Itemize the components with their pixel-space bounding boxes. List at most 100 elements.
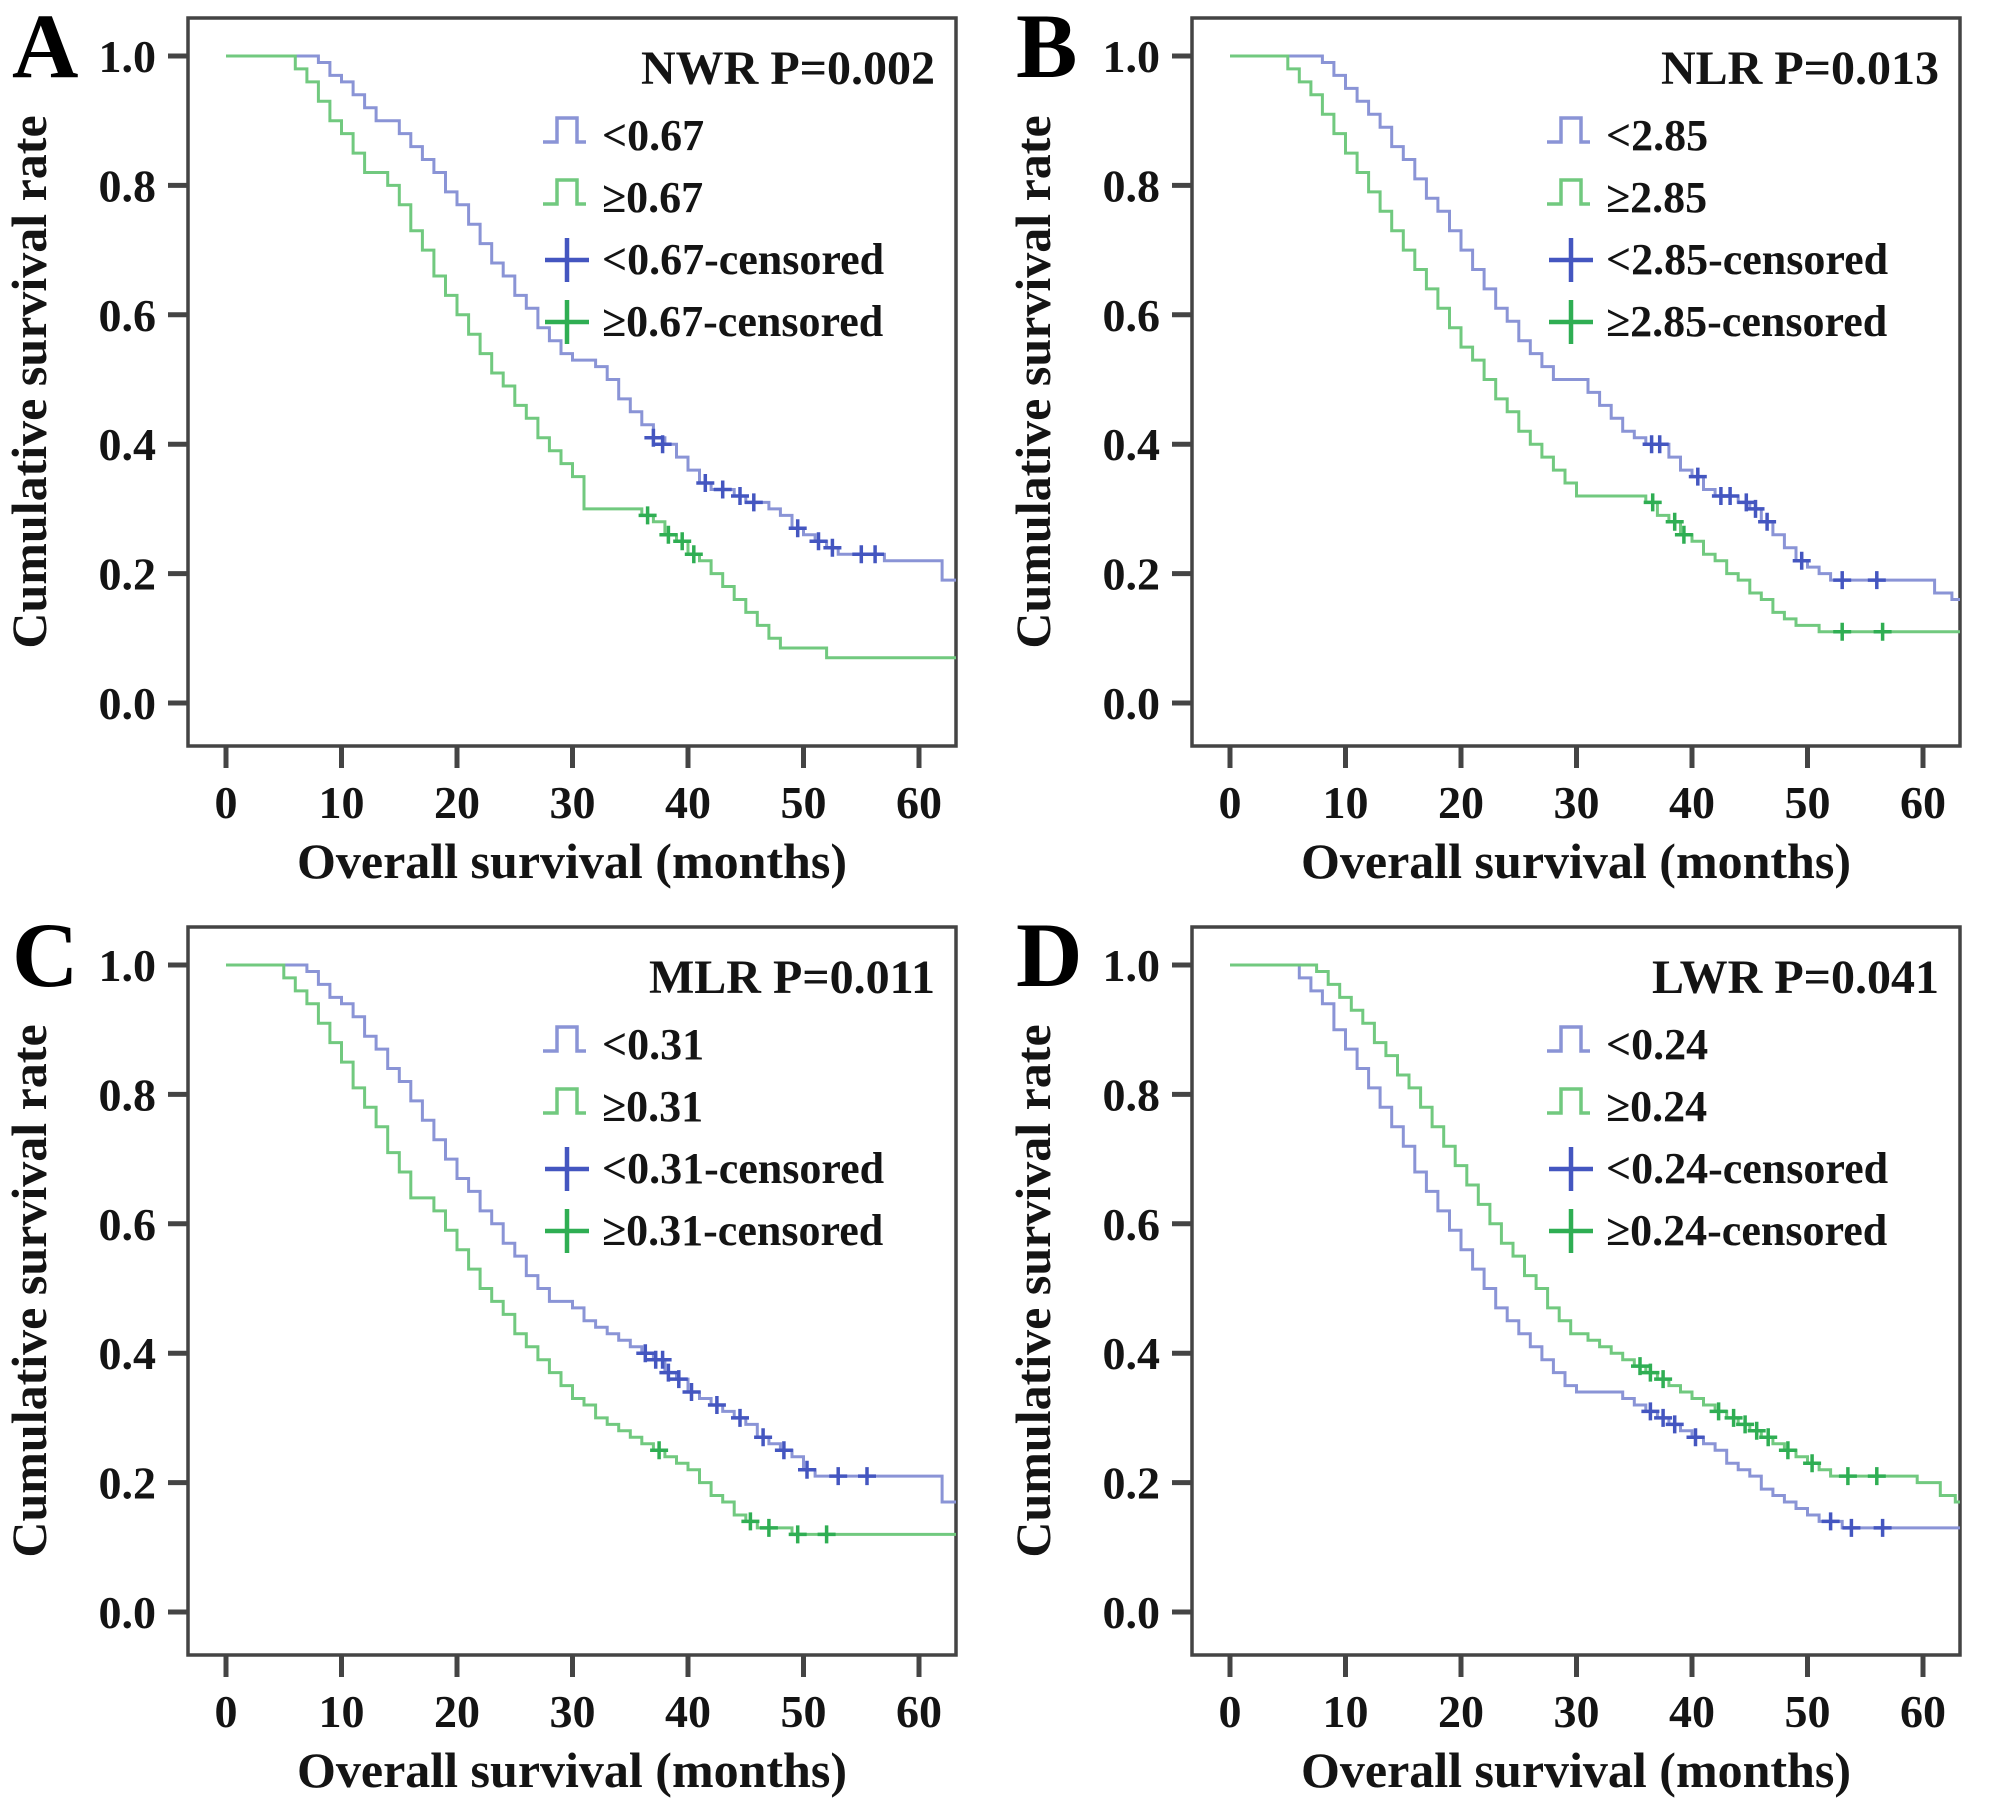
y-tick-label: 0.0 — [99, 678, 157, 729]
y-tick-label: 1.0 — [99, 31, 157, 82]
censor-mark-low-group — [754, 1428, 773, 1447]
legend-step-icon-low — [543, 116, 586, 144]
legend-step-icon-low — [1547, 1025, 1590, 1053]
censor-mark-low-group — [653, 435, 672, 454]
panel-letter-d: D — [1016, 909, 1083, 1006]
x-tick-label: 0 — [1219, 1686, 1242, 1737]
plot-border — [186, 925, 958, 1657]
censor-mark-high-group — [1643, 493, 1662, 512]
legend-title: MLR P=0.011 — [649, 951, 935, 1004]
censor-mark-high-group — [659, 525, 678, 544]
legend-censor-icon-high — [1549, 300, 1593, 344]
plot-border — [1190, 925, 1962, 1657]
legend-title: NLR P=0.013 — [1661, 42, 1939, 95]
y-tick-label: 0.4 — [1103, 1328, 1161, 1379]
survival-curve-low-group — [226, 963, 956, 1504]
legend-censor-icon-high — [545, 1209, 589, 1253]
x-tick-label: 30 — [1554, 777, 1600, 828]
km-plot-panel-d: 0.0 0.2 0.4 0.6 0.8 1.0 0 10 20 30 40 50 60 Overall s… — [1005, 925, 1962, 1798]
y-tick-label: 0.0 — [1103, 678, 1161, 729]
censor-mark-low-group — [1833, 571, 1852, 590]
x-tick-label: 20 — [434, 777, 480, 828]
km-plot-panel-a: 0.0 0.2 0.4 0.6 0.8 1.0 0 10 20 30 40 50 60 Overall s… — [1, 16, 958, 889]
y-tick-label: 0.8 — [99, 160, 157, 211]
censor-mark-high-group — [1736, 1415, 1755, 1434]
y-tick-label: 0.6 — [1103, 290, 1161, 341]
censor-mark-low-group — [1665, 1415, 1684, 1434]
legend-item-label: <0.24 — [1606, 1020, 1708, 1069]
censor-mark-low-group — [809, 532, 828, 551]
x-tick-label: 40 — [665, 777, 711, 828]
y-tick-label: 0.8 — [1103, 160, 1161, 211]
legend-step-icon-low — [543, 1025, 586, 1053]
legend-item-label: <2.85-censored — [1606, 235, 1888, 284]
censor-mark-low-group — [696, 474, 715, 492]
legend-item-label: <0.31-censored — [602, 1144, 884, 1193]
censor-mark-high-group — [1641, 1363, 1660, 1382]
legend-item-label: ≥2.85 — [1606, 173, 1707, 222]
censor-mark-low-group — [1746, 499, 1765, 518]
x-axis-title: Overall survival (months) — [297, 1742, 847, 1798]
censor-mark-low-group — [1654, 1408, 1673, 1427]
legend-item-label: ≥0.67 — [602, 173, 703, 222]
survival-curve-high-group — [226, 54, 956, 660]
x-tick-label: 40 — [1669, 777, 1715, 828]
x-axis-title: Overall survival (months) — [1301, 833, 1851, 889]
censor-mark-low-group — [1686, 1428, 1705, 1447]
plot-border — [1190, 16, 1962, 748]
y-tick-label: 1.0 — [1103, 940, 1161, 991]
y-tick-label: 0.2 — [1103, 549, 1161, 600]
x-tick-label: 40 — [665, 1686, 711, 1737]
censor-mark-low-group — [731, 487, 749, 505]
survival-curve-high-group — [1230, 54, 1960, 634]
censor-mark-low-group — [636, 1344, 655, 1363]
legend-item-label: ≥0.24 — [1606, 1082, 1707, 1131]
legend-censor-icon-low — [545, 1147, 589, 1191]
censor-mark-low-group — [1688, 467, 1707, 486]
y-tick-label: 0.0 — [99, 1587, 157, 1638]
y-tick-label: 1.0 — [99, 940, 157, 991]
censor-mark-low-group — [744, 493, 763, 512]
censor-mark-low-group — [1650, 435, 1669, 454]
censor-mark-low-group — [1867, 571, 1886, 590]
y-axis-title: Cumulative survival rate — [1005, 115, 1061, 648]
y-tick-label: 0.2 — [99, 1458, 157, 1509]
x-tick-label: 0 — [215, 1686, 238, 1737]
censor-mark-low-group — [1821, 1512, 1840, 1531]
x-tick-label: 20 — [434, 1686, 480, 1737]
x-tick-label: 60 — [1900, 777, 1946, 828]
x-tick-label: 50 — [781, 1686, 827, 1737]
y-tick-label: 0.4 — [99, 419, 157, 470]
y-tick-label: 0.6 — [99, 290, 157, 341]
censor-mark-high-group — [1631, 1357, 1649, 1376]
legend-title: NWR P=0.002 — [641, 42, 935, 95]
km-plot-panel-b: 0.0 0.2 0.4 0.6 0.8 1.0 0 10 20 30 40 50 60 Overall s… — [1005, 16, 1962, 889]
x-tick-label: 10 — [319, 777, 365, 828]
censor-mark-high-group — [788, 1525, 807, 1544]
x-tick-label: 30 — [550, 777, 596, 828]
x-tick-label: 60 — [896, 777, 942, 828]
censor-mark-low-group — [682, 1383, 701, 1401]
plot-border — [186, 16, 958, 748]
survival-curve-high-group — [226, 963, 956, 1536]
y-tick-label: 0.6 — [99, 1199, 157, 1250]
censor-mark-high-group — [1674, 525, 1693, 544]
panel-d: 0.0 0.2 0.4 0.6 0.8 1.0 0 10 20 30 40 50 60 Overall s… — [1004, 909, 2008, 1818]
censor-mark-high-group — [1654, 1370, 1673, 1389]
censor-mark-low-group — [1873, 1518, 1892, 1537]
y-axis-title: Cumulative survival rate — [1005, 1024, 1061, 1557]
y-tick-label: 0.4 — [1103, 419, 1161, 470]
censor-mark-low-group — [669, 1370, 688, 1389]
x-tick-label: 30 — [550, 1686, 596, 1737]
censor-mark-low-group — [823, 538, 842, 557]
x-tick-label: 50 — [1785, 1686, 1831, 1737]
panel-letter-b: B — [1016, 0, 1078, 97]
censor-mark-low-group — [1721, 487, 1740, 505]
x-tick-label: 0 — [215, 777, 238, 828]
x-tick-label: 60 — [896, 1686, 942, 1737]
panel-c: 0.0 0.2 0.4 0.6 0.8 1.0 0 10 20 30 40 50 60 Overall s… — [0, 909, 1004, 1818]
censor-mark-high-group — [673, 532, 692, 551]
censor-mark-high-group — [1833, 622, 1852, 641]
x-axis-title: Overall survival (months) — [297, 833, 847, 889]
